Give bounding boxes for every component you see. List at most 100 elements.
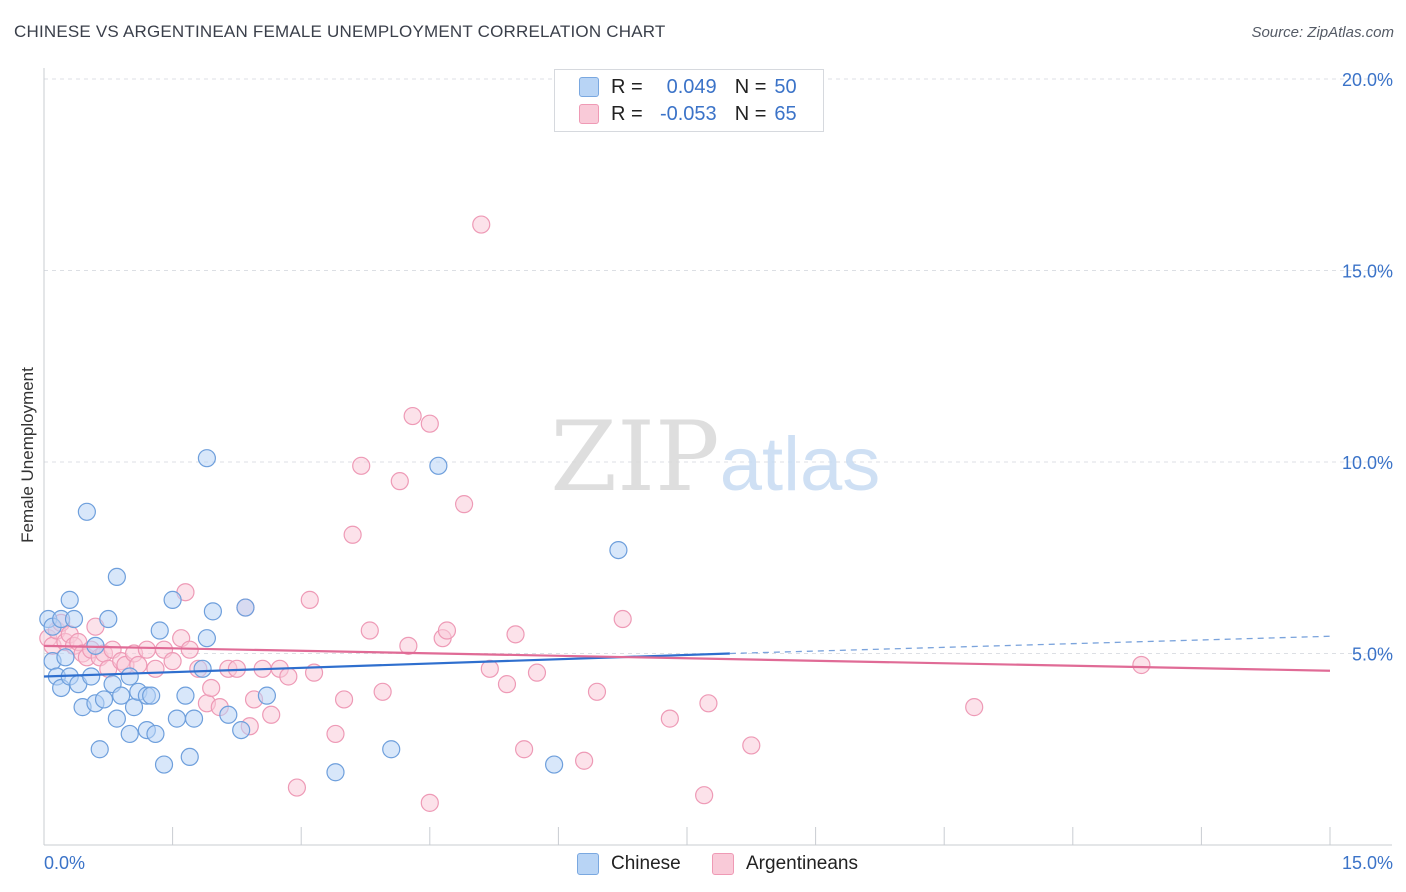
argentineans-point [146,659,165,678]
chinese-point [60,590,79,609]
chinese-point [236,598,255,617]
chinese-point [545,755,564,774]
chinese-point [99,609,118,629]
argentineans-point [515,740,534,759]
argentineans-point [437,621,457,640]
x-tick-label-min: 0.0% [44,853,85,873]
argentineans-swatch [579,104,599,124]
argentineans-point [420,793,439,812]
chinese-point [56,648,75,667]
chinese-point [64,609,84,629]
argentineans-point [287,778,307,797]
bottom-legend-argentineans: Argentineans [712,852,858,876]
chinese-point [82,667,101,686]
chinese-point [90,740,109,759]
argentineans-point [497,675,517,694]
chart-title: CHINESE VS ARGENTINEAN FEMALE UNEMPLOYME… [14,22,666,41]
argentineans-point [137,640,156,659]
argentineans-point [202,678,221,698]
chinese-point [120,724,139,744]
chinese-point [150,621,169,640]
legend-chinese-n-label: N = [734,75,767,98]
chinese-point [146,724,165,744]
source-label: Source: ZipAtlas.com [1251,24,1394,41]
chinese-point [142,686,161,705]
argentineans-point [352,456,371,475]
legend-argentineans-n-label: N = [734,102,767,125]
tick-labels: 5.0% 10.0% 15.0% 20.0% 0.0% 15.0% [44,70,1393,873]
chinese-point [112,686,131,705]
argentineans-point [326,724,345,744]
chinese-legend-label: Chinese [611,853,681,874]
legend-argentineans-n-value: 65 [774,102,797,125]
watermark-zip: ZIP [550,401,719,513]
chinese-point [176,686,195,705]
legend-chinese-n-value: 50 [774,75,797,98]
argentineans-point [742,736,761,755]
argentineans-point [334,690,354,709]
chinese-point [77,502,96,521]
chinese-point [167,709,186,728]
argentineans-trend-line [43,644,1331,672]
argentineans-point [262,705,281,724]
argentineans-point [695,786,714,805]
argentineans-point [1132,655,1151,675]
argentineans-point [343,525,362,544]
argentineans-point [699,694,718,713]
chinese-point [180,747,199,767]
argentineans-point [454,495,474,514]
data-points [39,215,1151,812]
chinese-point [94,690,114,709]
y-tick-label: 10.0% [1342,453,1393,473]
bottom-legend-chinese: Chinese [577,852,681,876]
argentineans-point [472,215,491,234]
argentineans-point [506,625,525,644]
chinese-legend-swatch [577,853,599,875]
chinese-point [326,763,345,782]
chinese-point [232,720,251,740]
y-tick-label: 20.0% [1342,70,1393,90]
argentineans-point [373,682,392,701]
chinese-point [107,567,126,587]
argentineans-legend-swatch [712,853,734,875]
chinese-point [609,540,628,560]
chinese-point [197,629,216,648]
chinese-point [107,709,126,728]
legend-argentineans-r-label: R = [611,102,643,125]
argentineans-point [279,667,298,686]
argentineans-point [300,590,319,609]
chinese-point [163,590,182,609]
watermark-atlas: atlas [720,422,881,507]
argentineans-point [403,406,422,426]
argentineans-point [587,682,607,701]
argentineans-point [420,414,439,433]
chinese-point [197,449,216,468]
chinese-point [154,755,174,774]
chinese-point [429,456,448,475]
chinese-point [184,709,204,728]
trend-lines [43,635,1331,678]
chinese-trend-extension [729,635,1331,655]
correlation-legend: R = 0.049 N = 50 R = -0.053 N = 65 [554,69,824,132]
chinese-point [219,705,238,724]
legend-row-argentineans: R = -0.053 N = 65 [579,102,797,126]
argentineans-point [399,636,418,655]
argentineans-point [163,652,182,671]
legend-chinese-r-label: R = [611,75,643,98]
argentineans-point [613,609,632,629]
chinese-point [203,602,222,621]
chinese-point [257,686,277,705]
gridlines [44,78,1392,654]
argentineans-point [660,709,679,728]
legend-argentineans-r-value: -0.053 [659,102,717,125]
y-tick-label: 15.0% [1342,262,1393,282]
argentineans-point [360,621,379,640]
argentineans-point [390,472,409,491]
chinese-swatch [579,77,599,97]
y-tick-label: 5.0% [1352,645,1393,665]
argentineans-legend-label: Argentineans [746,853,858,874]
legend-row-chinese: R = 0.049 N = 50 [579,75,797,99]
legend-chinese-r-value: 0.049 [666,75,717,98]
argentineans-point [575,751,594,770]
